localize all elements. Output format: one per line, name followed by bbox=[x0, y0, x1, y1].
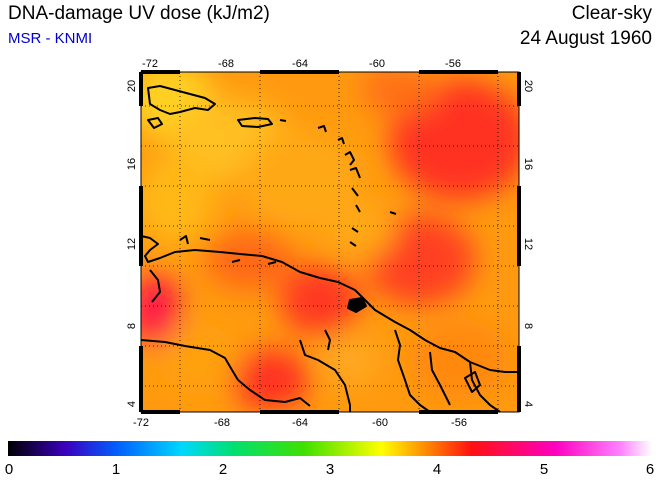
colorbar-labels: 0 1 2 3 4 5 6 bbox=[5, 461, 654, 478]
uv-dose-field bbox=[141, 72, 519, 412]
map-title: DNA-damage UV dose (kJ/m2) bbox=[8, 3, 270, 24]
data-source-label: MSR - KNMI bbox=[8, 30, 93, 47]
lat-tick-right: 20 bbox=[522, 80, 534, 92]
lon-tick-bottom: -56 bbox=[451, 417, 467, 429]
lon-tick-bottom: -68 bbox=[214, 417, 230, 429]
lat-tick-left: 4 bbox=[126, 401, 138, 407]
lon-tick-top: -72 bbox=[142, 58, 158, 70]
date-label: 24 August 1960 bbox=[519, 28, 652, 49]
map-border-ticks bbox=[139, 70, 521, 414]
lat-tick-right: 8 bbox=[522, 323, 534, 329]
lon-tick-bottom: -72 bbox=[133, 417, 149, 429]
coastlines bbox=[141, 85, 519, 412]
lon-tick-labels-top: -72 -68 -64 -60 -56 bbox=[142, 58, 461, 70]
colorbar-tick-label: 3 bbox=[326, 461, 334, 478]
lon-tick-bottom: -60 bbox=[372, 417, 388, 429]
lat-tick-labels-left: 4 8 12 16 20 bbox=[126, 80, 138, 407]
lon-tick-top: -60 bbox=[369, 58, 385, 70]
colorbar-tick-label: 6 bbox=[646, 461, 654, 478]
lat-tick-right: 16 bbox=[522, 158, 534, 170]
lat-tick-left: 8 bbox=[126, 323, 138, 329]
lon-tick-top: -64 bbox=[292, 58, 308, 70]
lat-tick-left: 12 bbox=[126, 238, 138, 250]
colorbar-tick-label: 0 bbox=[5, 461, 13, 478]
colorbar bbox=[8, 441, 652, 456]
colorbar-tick-label: 5 bbox=[540, 461, 548, 478]
lat-tick-left: 16 bbox=[126, 158, 138, 170]
lat-tick-right: 4 bbox=[522, 401, 534, 407]
colorbar-tick-label: 2 bbox=[219, 461, 227, 478]
lon-tick-labels-bottom: -72 -68 -64 -60 -56 bbox=[133, 417, 467, 429]
colorbar-tick-label: 4 bbox=[433, 461, 441, 478]
lat-tick-left: 20 bbox=[126, 80, 138, 92]
lon-tick-top: -68 bbox=[218, 58, 234, 70]
lon-tick-bottom: -64 bbox=[292, 417, 308, 429]
lon-tick-top: -56 bbox=[445, 58, 461, 70]
colorbar-tick-label: 1 bbox=[112, 461, 120, 478]
sky-condition-label: Clear-sky bbox=[571, 3, 652, 24]
graticule bbox=[141, 72, 519, 412]
lat-tick-labels-right: 4 8 12 16 20 bbox=[522, 80, 534, 407]
lat-tick-right: 12 bbox=[522, 238, 534, 250]
